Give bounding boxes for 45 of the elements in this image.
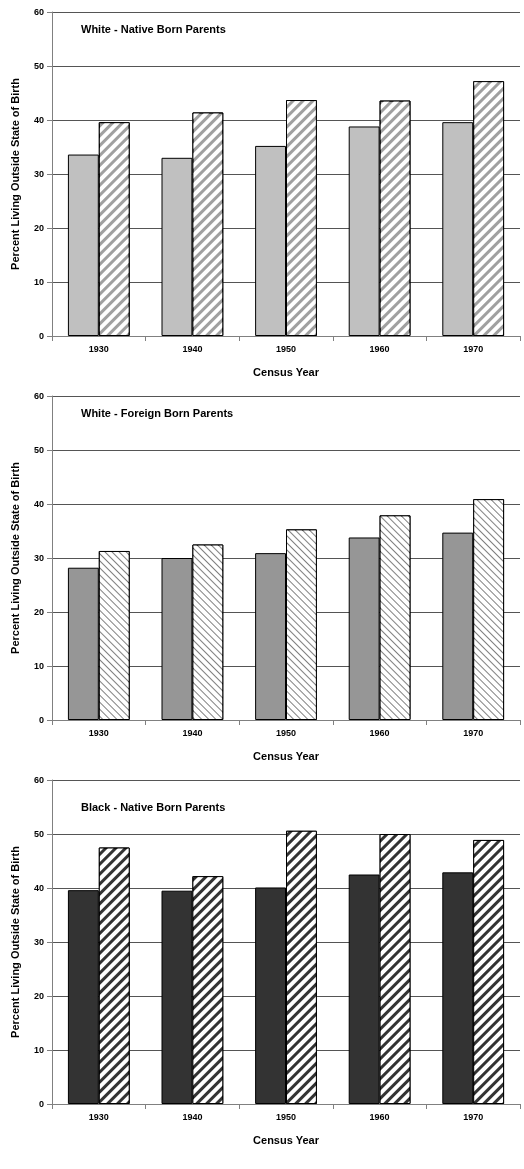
x-tick-label: 1950 xyxy=(275,727,297,738)
y-axis-title: Percent Living Outside State of Birth xyxy=(8,77,21,270)
x-axis-title: Census Year xyxy=(253,1133,320,1146)
y-tick-label: 30 xyxy=(33,937,44,947)
x-tick-label: 1970 xyxy=(463,1111,484,1122)
y-tick-label: 20 xyxy=(33,223,44,233)
text: Black - Native Born Parents xyxy=(81,800,226,813)
x-axis-title: Census Year xyxy=(253,749,320,762)
x-tick-label: 1940 xyxy=(182,343,203,354)
y-tick-label: 50 xyxy=(33,61,44,71)
x-tick-label: 1960 xyxy=(369,727,390,738)
x-tick-label: 1930 xyxy=(88,1111,109,1122)
y-tick-label: 60 xyxy=(33,7,44,17)
y-axis-title: Percent Living Outside State of Birth xyxy=(8,461,21,654)
x-tick-label: 1970 xyxy=(463,727,484,738)
y-tick-label: 0 xyxy=(38,1099,44,1109)
y-tick-label: 30 xyxy=(33,169,44,179)
y-tick-label: 20 xyxy=(33,607,44,617)
y-tick-label: 10 xyxy=(33,1045,44,1055)
text: White - Native Born Parents xyxy=(81,22,226,35)
y-tick-label: 10 xyxy=(33,661,44,671)
text: White - Foreign Born Parents xyxy=(81,406,234,419)
x-tick-label: 1940 xyxy=(182,1111,203,1122)
y-tick-label: 40 xyxy=(33,499,44,509)
x-axis-title: Census Year xyxy=(253,365,320,378)
y-axis-title: Percent Living Outside State of Birth xyxy=(8,845,21,1038)
y-tick-label: 20 xyxy=(33,991,44,1001)
y-tick-label: 60 xyxy=(33,391,44,401)
y-tick-label: 10 xyxy=(33,277,44,287)
x-tick-label: 1970 xyxy=(463,343,484,354)
y-tick-label: 50 xyxy=(33,445,44,455)
y-tick-label: 0 xyxy=(38,715,44,725)
x-tick-label: 1960 xyxy=(369,343,390,354)
y-tick-label: 0 xyxy=(38,331,44,341)
x-tick-label: 1940 xyxy=(182,727,203,738)
x-tick-label: 1960 xyxy=(369,1111,390,1122)
y-tick-label: 40 xyxy=(33,883,44,893)
y-tick-label: 50 xyxy=(33,829,44,839)
x-tick-label: 1950 xyxy=(275,1111,297,1122)
y-tick-label: 60 xyxy=(33,775,44,785)
x-tick-label: 1930 xyxy=(88,727,109,738)
y-tick-label: 40 xyxy=(33,115,44,125)
y-tick-label: 30 xyxy=(33,553,44,563)
x-tick-label: 1950 xyxy=(275,343,297,354)
x-tick-label: 1930 xyxy=(88,343,109,354)
